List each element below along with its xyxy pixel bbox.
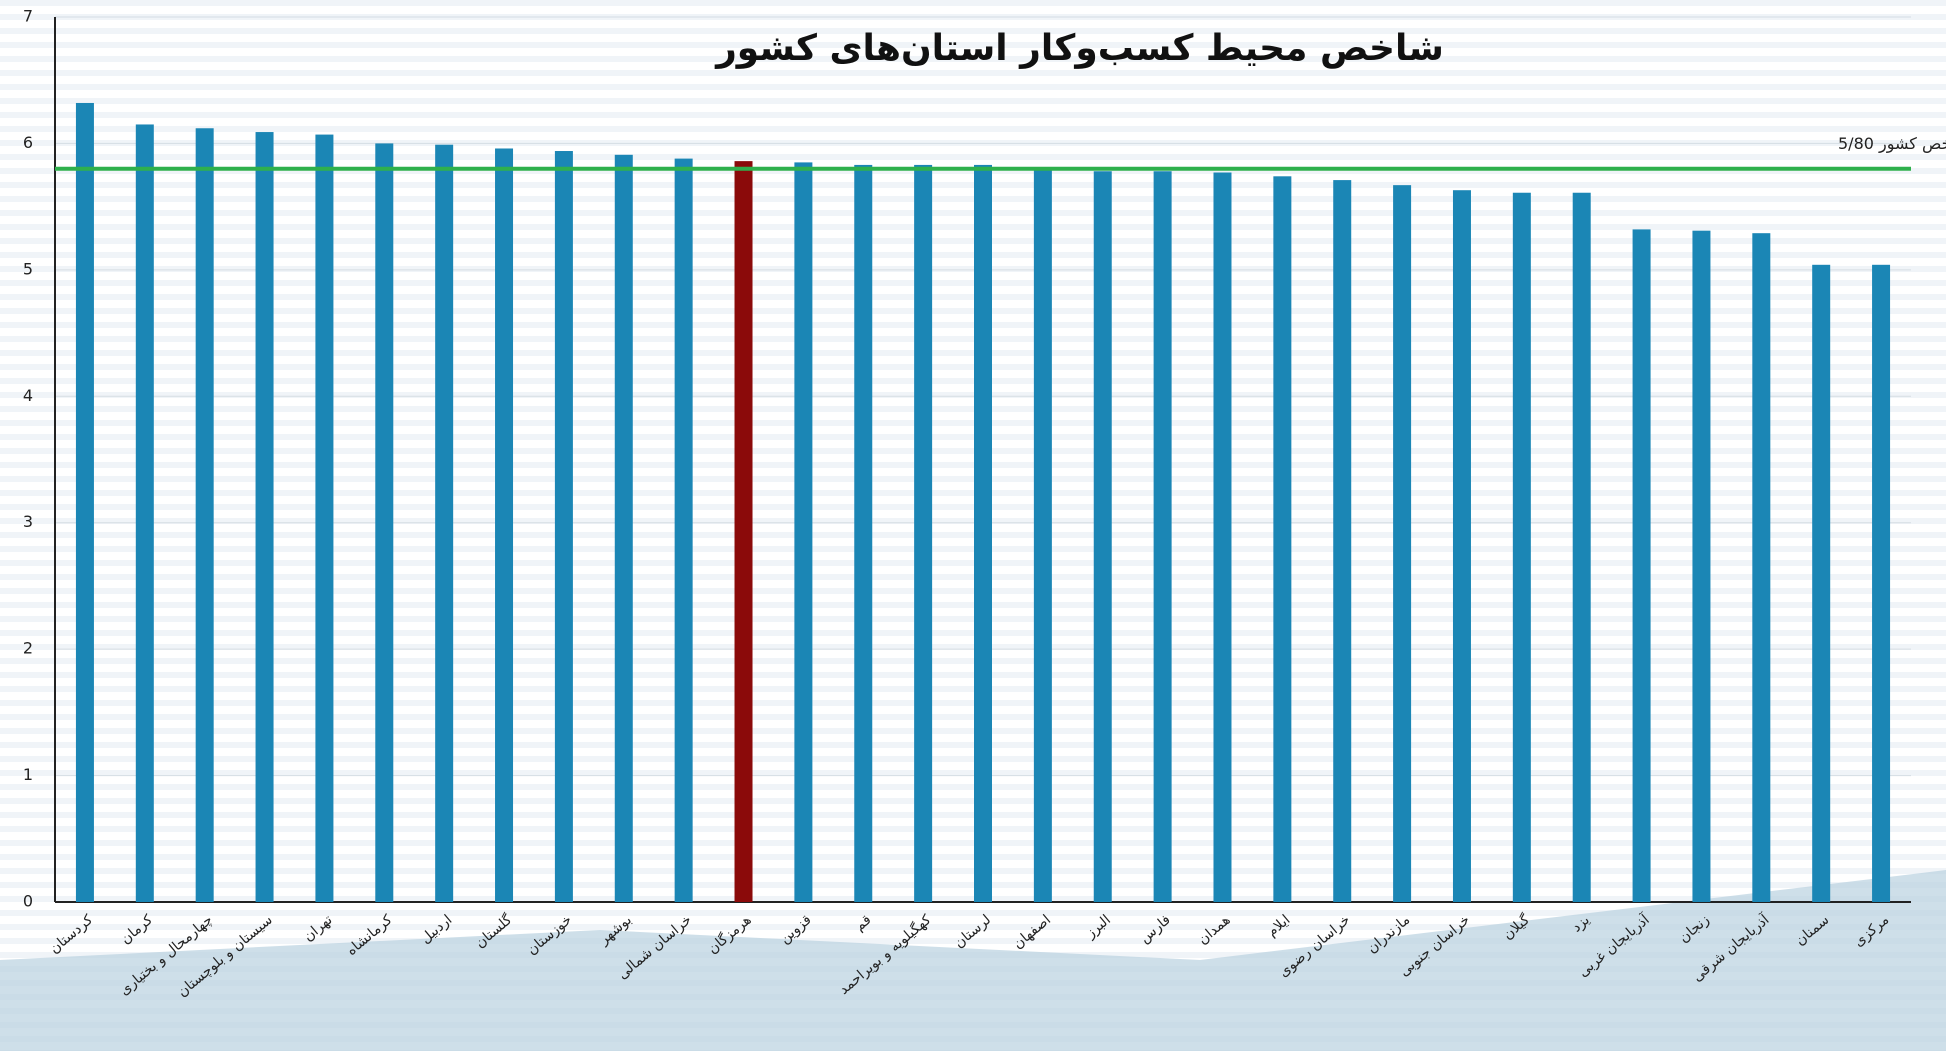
- bar: [1752, 233, 1771, 902]
- bar: [1273, 176, 1292, 903]
- bar: [1333, 180, 1352, 903]
- bar: [135, 124, 154, 902]
- bar: [435, 144, 454, 902]
- bar: [1213, 172, 1232, 902]
- y-tick-label: 2: [23, 639, 33, 658]
- bar: [734, 161, 753, 903]
- bar: [1452, 190, 1471, 902]
- bar: [554, 151, 573, 902]
- background-shape: [0, 870, 1946, 1051]
- bar: [1393, 185, 1412, 902]
- y-tick-label: 1: [23, 765, 33, 784]
- chart-title: شاخص محیط کسب‌وکار استان‌های کشور: [714, 28, 1444, 69]
- bar: [1572, 192, 1591, 902]
- bar: [794, 162, 813, 903]
- bar: [195, 128, 214, 902]
- y-tick-label: 3: [23, 512, 33, 531]
- y-tick-label: 5: [23, 259, 33, 278]
- y-tick-label: 7: [23, 7, 33, 26]
- reference-label: شاخص کشور 5/80: [1838, 134, 1946, 154]
- bar: [1632, 229, 1651, 902]
- x-tick-label: قم: [852, 912, 875, 935]
- y-tick-label: 0: [23, 892, 33, 911]
- bar: [315, 134, 334, 903]
- bar: [674, 158, 693, 903]
- bar: [854, 164, 873, 902]
- bar: [1812, 264, 1831, 902]
- bar: [974, 164, 992, 902]
- bar: [495, 148, 514, 902]
- bar: [1512, 192, 1531, 902]
- y-tick-label: 6: [23, 133, 33, 152]
- bar: [1093, 171, 1112, 902]
- bar: [614, 154, 633, 903]
- bar: [1872, 264, 1891, 902]
- bar: [1033, 169, 1052, 902]
- bar: [1153, 171, 1172, 902]
- bar: [375, 143, 394, 902]
- bar: [1692, 230, 1711, 902]
- y-tick-label: 4: [23, 386, 33, 405]
- bar: [75, 102, 94, 902]
- bar: [914, 164, 933, 902]
- bar: [255, 132, 274, 903]
